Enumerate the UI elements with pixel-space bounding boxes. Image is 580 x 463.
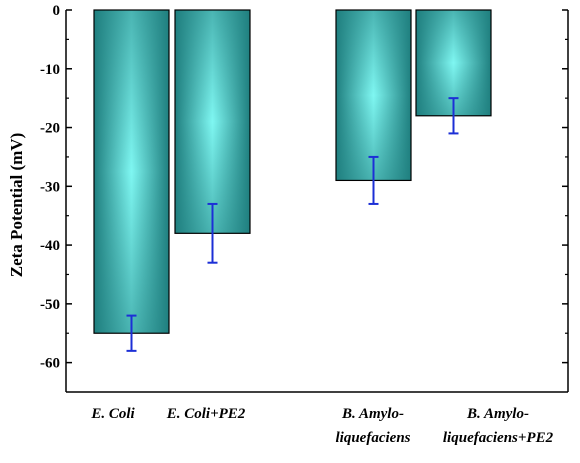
bar-2-shade <box>174 9 251 234</box>
y-tick-label: -20 <box>40 121 60 137</box>
y-tick-label: -50 <box>40 297 60 313</box>
bar-3-shade <box>335 9 412 182</box>
y-tick-label: 0 <box>53 3 61 19</box>
x-category-label-3: B. Amylo- <box>341 406 404 422</box>
y-tick-label: -60 <box>40 356 60 372</box>
y-tick-label: -40 <box>40 238 60 254</box>
x-category-label-4: B. Amylo- <box>466 406 529 422</box>
bar-1-shade <box>93 9 170 334</box>
x-category-label-1: E. Coli <box>90 406 135 422</box>
plot-area: 0 -10 -20 -30 -40 -50 -60 E. Coli E. Coli+PE2 B. … <box>40 3 569 446</box>
y-axis-title: Zeta Potential (mV) <box>7 133 26 277</box>
y-tick-label: -10 <box>40 62 60 78</box>
y-tick-label: -30 <box>40 179 60 195</box>
x-category-label-2: E. Coli+PE2 <box>166 406 246 422</box>
x-category-label-4: liquefaciens+PE2 <box>443 430 554 446</box>
x-category-label-3: liquefaciens <box>336 430 411 446</box>
